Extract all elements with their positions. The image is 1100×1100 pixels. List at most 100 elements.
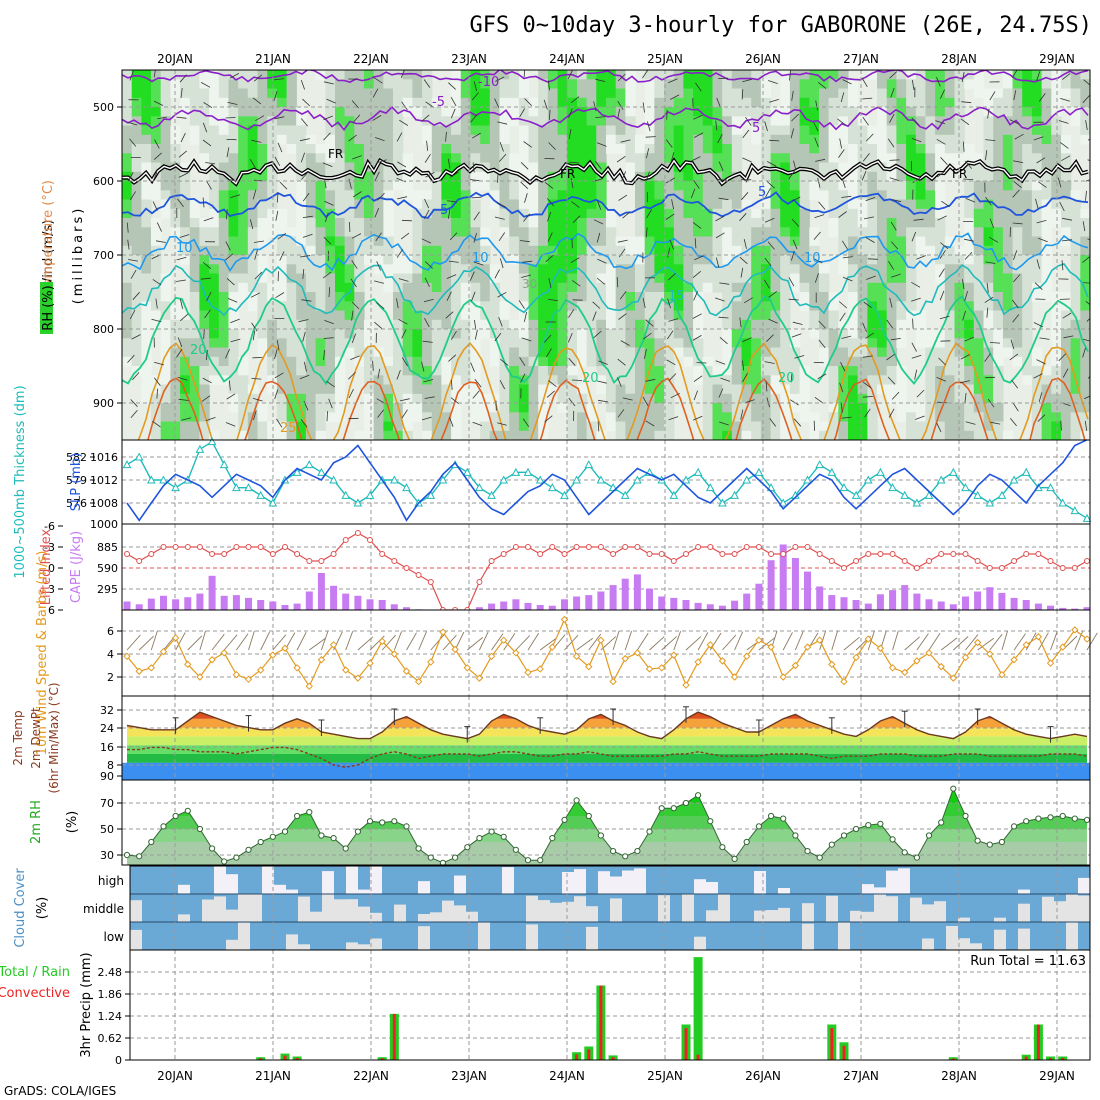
cape-bar-1 bbox=[135, 604, 143, 610]
rh-cell bbox=[422, 319, 433, 330]
thickness-marker-71 bbox=[985, 498, 995, 507]
thickness-marker-14 bbox=[292, 467, 302, 476]
li-marker-5 bbox=[184, 544, 191, 550]
rh-cell bbox=[489, 107, 501, 117]
rh-cell bbox=[402, 393, 413, 404]
ws-marker-10 bbox=[244, 675, 253, 684]
rh-cell bbox=[644, 190, 655, 201]
wind-barb bbox=[302, 331, 306, 342]
rh-cell bbox=[547, 384, 559, 395]
date-label-27jan: 27JAN bbox=[843, 52, 879, 66]
wind-barb bbox=[548, 80, 550, 91]
rh-cell bbox=[451, 329, 462, 339]
wind-barb bbox=[322, 271, 332, 279]
rh-cell bbox=[1061, 375, 1072, 386]
rh-cell bbox=[644, 403, 655, 413]
rh-cell bbox=[741, 319, 752, 330]
rh-cell bbox=[702, 134, 714, 145]
rh-cell bbox=[209, 97, 220, 108]
cloud-high-12 bbox=[274, 884, 286, 894]
temp-band-3 bbox=[127, 736, 1087, 746]
wind-barb bbox=[202, 122, 208, 133]
date-label-28jan: 28JAN bbox=[941, 52, 977, 66]
rh-cell bbox=[751, 97, 762, 108]
rh-cell bbox=[567, 208, 578, 219]
wind-barb bbox=[569, 161, 580, 164]
rh-cell bbox=[335, 88, 346, 99]
p1-ticklabel-4: 900 bbox=[93, 397, 114, 410]
rh-cell bbox=[809, 190, 820, 201]
rh-cell bbox=[518, 88, 530, 99]
contour-label-p25: 25 bbox=[280, 421, 297, 436]
rh-cell bbox=[712, 236, 723, 247]
temperature-label: Temperature (°C) bbox=[41, 180, 56, 293]
rh-cell bbox=[412, 347, 423, 358]
rh-cell bbox=[480, 236, 491, 247]
rh-cell bbox=[770, 273, 781, 284]
rh-cell bbox=[760, 273, 772, 284]
rh-cell bbox=[344, 292, 355, 302]
rh-cell bbox=[141, 338, 152, 349]
rh-cell bbox=[364, 79, 375, 90]
rh-cell bbox=[906, 107, 917, 117]
rh-cell bbox=[1061, 366, 1072, 376]
rh-cell bbox=[983, 171, 994, 182]
rh-cell bbox=[422, 134, 433, 145]
rh-cell bbox=[276, 236, 288, 247]
rh-cell bbox=[848, 107, 859, 117]
rh-cell bbox=[606, 134, 617, 145]
rh-cell bbox=[393, 70, 404, 80]
rh-cell bbox=[305, 218, 317, 228]
rh-cell bbox=[615, 329, 626, 339]
rh-cell bbox=[644, 218, 655, 228]
rh-cell bbox=[770, 384, 781, 395]
rh-cell bbox=[770, 134, 781, 145]
rh-cell bbox=[664, 393, 675, 404]
rh-cell bbox=[1012, 347, 1023, 358]
wind-barb bbox=[791, 333, 802, 338]
cape-bar-55 bbox=[791, 558, 799, 610]
rh-cell bbox=[567, 171, 578, 182]
rh-cell bbox=[1070, 412, 1081, 423]
rh-cell bbox=[1022, 264, 1033, 275]
rh-cell bbox=[915, 208, 927, 219]
wind-barb bbox=[813, 122, 819, 132]
rh-cell bbox=[712, 181, 723, 191]
wind-barb bbox=[790, 128, 794, 139]
rh-cell bbox=[741, 356, 752, 367]
rh-cell bbox=[1070, 273, 1081, 284]
rh-cell bbox=[906, 227, 917, 238]
rh-cell bbox=[209, 144, 220, 154]
thickness-marker-77 bbox=[1058, 498, 1068, 507]
rh-cell bbox=[828, 208, 839, 219]
rh-cell bbox=[789, 107, 801, 117]
rh-cell bbox=[1012, 292, 1023, 302]
rh-cell bbox=[867, 292, 878, 302]
wind-barb bbox=[862, 97, 873, 100]
rh-cell bbox=[199, 162, 210, 173]
wind-barb bbox=[769, 139, 780, 142]
cape-bar-47 bbox=[694, 602, 702, 610]
rh-cell bbox=[896, 393, 907, 404]
wind-barb bbox=[524, 193, 528, 203]
wind-barb bbox=[396, 370, 401, 380]
rh-cell bbox=[451, 301, 462, 312]
rh-cell bbox=[451, 273, 462, 284]
cloud-low-0 bbox=[130, 929, 142, 950]
panel-cloud-cover: high middle low Cloud Cover (%) bbox=[13, 865, 1091, 951]
rh-cell bbox=[160, 356, 171, 367]
rh-cell bbox=[170, 79, 181, 90]
wind-barb bbox=[1036, 71, 1041, 82]
wind-barb bbox=[252, 357, 263, 359]
rh-cell bbox=[857, 255, 868, 265]
rh-cell bbox=[1002, 125, 1014, 136]
wind-barb bbox=[911, 138, 922, 143]
wind-barb bbox=[692, 415, 703, 421]
barb-10m-55 bbox=[794, 631, 804, 651]
rh-cell bbox=[1070, 329, 1081, 339]
rh-cell bbox=[915, 153, 927, 164]
li-marker-29 bbox=[476, 579, 483, 585]
rh-cell bbox=[925, 366, 936, 376]
barb-10m-58 bbox=[831, 630, 839, 651]
wind-barb bbox=[940, 242, 949, 250]
